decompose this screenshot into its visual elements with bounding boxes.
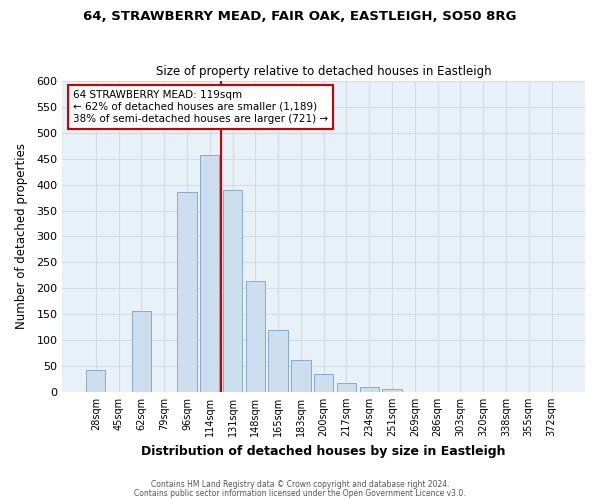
- Text: Contains HM Land Registry data © Crown copyright and database right 2024.: Contains HM Land Registry data © Crown c…: [151, 480, 449, 489]
- Text: 64 STRAWBERRY MEAD: 119sqm
← 62% of detached houses are smaller (1,189)
38% of s: 64 STRAWBERRY MEAD: 119sqm ← 62% of deta…: [73, 90, 328, 124]
- Bar: [86, 370, 106, 392]
- Bar: [359, 386, 379, 392]
- Bar: [382, 390, 402, 392]
- Bar: [245, 280, 265, 392]
- Bar: [177, 192, 197, 392]
- Title: Size of property relative to detached houses in Eastleigh: Size of property relative to detached ho…: [156, 66, 491, 78]
- Bar: [291, 360, 311, 392]
- Bar: [337, 382, 356, 392]
- Bar: [131, 310, 151, 392]
- Bar: [223, 190, 242, 392]
- Bar: [268, 330, 288, 392]
- Text: Contains public sector information licensed under the Open Government Licence v3: Contains public sector information licen…: [134, 488, 466, 498]
- Y-axis label: Number of detached properties: Number of detached properties: [15, 144, 28, 330]
- X-axis label: Distribution of detached houses by size in Eastleigh: Distribution of detached houses by size …: [142, 444, 506, 458]
- Text: 64, STRAWBERRY MEAD, FAIR OAK, EASTLEIGH, SO50 8RG: 64, STRAWBERRY MEAD, FAIR OAK, EASTLEIGH…: [83, 10, 517, 23]
- Bar: [200, 155, 220, 392]
- Bar: [314, 374, 334, 392]
